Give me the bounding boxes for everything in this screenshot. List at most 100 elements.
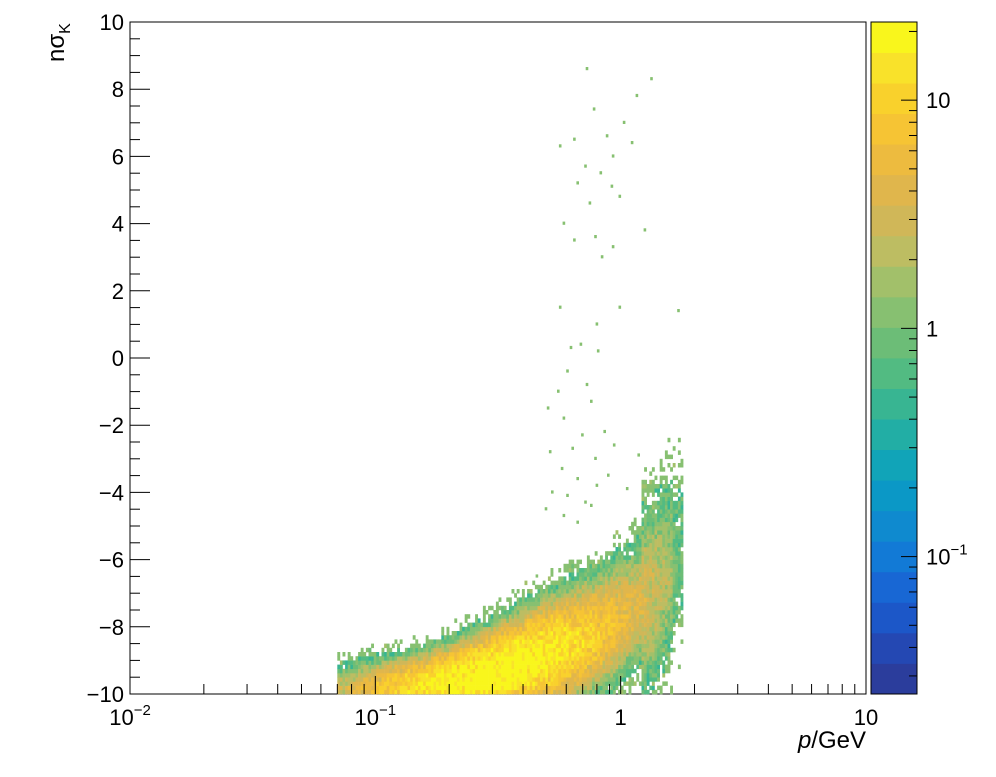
heatmap-cell [553,643,556,649]
heatmap-cell [566,597,569,602]
heatmap-cell [651,622,655,628]
heatmap-cell [599,622,603,628]
heatmap-cell [641,496,645,502]
heatmap-cell [529,668,533,674]
heatmap-cell [638,660,642,665]
heatmap-cell [532,597,536,602]
heatmap-cell [514,664,517,670]
heatmap-cell [402,685,406,691]
heatmap-cell [625,618,629,623]
heatmap-cell [667,484,671,489]
heatmap-cell [441,631,445,636]
heatmap-cell [573,576,577,581]
heatmap-cell [373,668,377,674]
heatmap-cell [420,668,424,674]
heatmap-cell [555,605,559,611]
heatmap-cell [521,593,525,598]
heatmap-cell [355,689,359,695]
heatmap-cell [373,664,377,670]
heatmap-cell [664,551,668,556]
heatmap-cell [680,479,684,485]
heatmap-cell [618,589,621,594]
heatmap-cell [670,500,673,506]
heatmap-cell [482,643,486,649]
heatmap-cell [649,673,653,678]
heatmap-cell [680,458,684,464]
heatmap-cell [618,668,621,674]
heatmap-cell [464,673,468,678]
heatmap-cell [675,572,679,577]
heatmap-cell [469,643,473,649]
heatmap-cell [623,677,627,682]
heatmap-cell [659,618,663,623]
heatmap-cell [589,597,593,602]
heatmap-cell [576,631,580,636]
heatmap-cell [527,673,530,678]
x-tick-label: 10−1 [355,702,397,730]
heatmap-cell [664,454,668,460]
heatmap-cell [605,610,608,615]
heatmap-cell [662,467,666,472]
heatmap-cell [547,639,551,644]
heatmap-cell [493,618,497,623]
heatmap-cell [399,656,403,661]
heatmap-cell [646,652,650,657]
heatmap-cell [462,673,465,678]
heatmap-cell [475,681,478,686]
heatmap-cell [620,601,624,607]
heatmap-cell [467,664,471,670]
heatmap-cell [571,559,575,565]
heatmap-cell [680,614,684,619]
heatmap-cell [519,656,523,661]
heatmap-cell [654,526,658,531]
heatmap-cell [459,677,463,682]
outlier-cell [585,67,589,71]
heatmap-cell [607,618,611,623]
heatmap-cell [657,534,660,539]
heatmap-cell [521,618,525,623]
heatmap-cell [464,668,468,674]
heatmap-cell [677,509,681,514]
heatmap-cell [654,631,658,636]
heatmap-cell [428,689,432,695]
heatmap-cell [553,635,556,640]
heatmap-cell [623,635,627,640]
heatmap-cell [579,597,582,602]
heatmap-cell [415,677,419,682]
heatmap-cell [646,597,650,602]
heatmap-cell [599,652,603,657]
heatmap-cell [571,652,575,657]
heatmap-cell [654,589,658,594]
heatmap-cell [589,584,593,590]
heatmap-cell [672,618,676,623]
heatmap-cell [378,673,382,678]
heatmap-cell [391,652,395,657]
heatmap-cell [641,572,645,577]
heatmap-cell [599,601,603,607]
heatmap-cell [519,681,523,686]
heatmap-cell [612,580,616,586]
y-tick-label: −6 [99,548,124,573]
heatmap-cell [399,660,403,665]
heatmap-cell [636,530,640,535]
heatmap-cell [441,681,445,686]
heatmap-cell [386,685,390,691]
heatmap-cell [397,673,400,678]
heatmap-cell [571,668,575,674]
outlier-cell [605,134,609,138]
heatmap-cell [618,572,621,577]
heatmap-cell [636,559,640,565]
heatmap-cell [599,656,603,661]
heatmap-cell [599,559,603,565]
heatmap-cell [644,605,647,611]
heatmap-cell [623,639,627,644]
heatmap-cell [646,614,650,619]
heatmap-cell [597,597,601,602]
heatmap-cell [521,610,525,615]
heatmap-cell [449,664,452,670]
heatmap-cell [651,593,655,598]
heatmap-cell [360,673,364,678]
heatmap-cell [404,652,408,657]
heatmap-cell [677,488,681,493]
